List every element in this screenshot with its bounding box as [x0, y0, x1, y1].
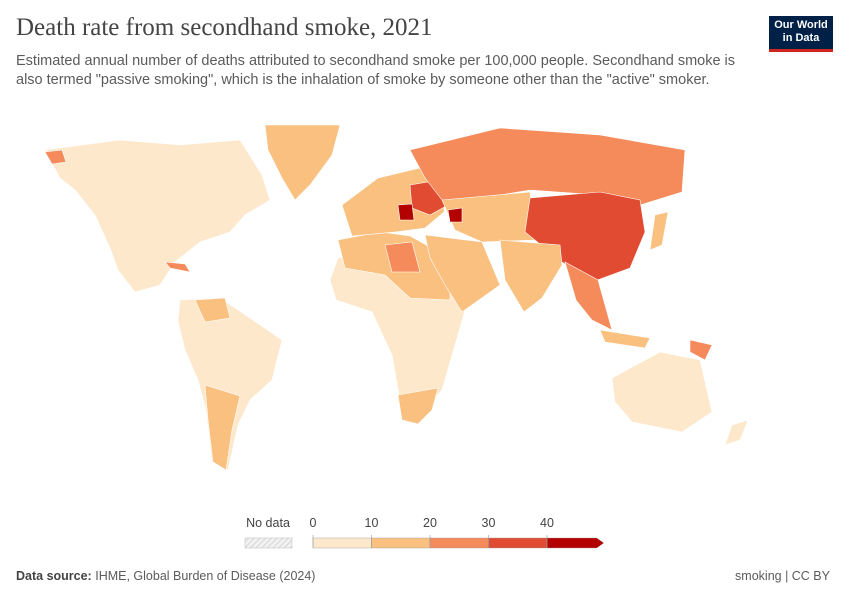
no-data-label: No data [246, 516, 290, 530]
caucasus [447, 207, 463, 223]
no-data-swatch [244, 537, 293, 549]
legend-bin [312, 537, 372, 549]
logo[interactable]: Our World in Data [769, 16, 833, 52]
australia [611, 351, 713, 433]
venezuela [194, 297, 231, 323]
license: smoking | CC BY [735, 569, 830, 583]
south-america [177, 297, 283, 471]
source: IHME, Global Burden of Disease (2024) [95, 569, 316, 583]
indonesia [599, 329, 651, 349]
legend-tick-label: 40 [540, 516, 554, 530]
india [499, 239, 563, 313]
legend-bin [429, 537, 489, 549]
middle-east [424, 234, 501, 313]
argentina [204, 384, 241, 471]
legend-tick-label: 10 [365, 516, 379, 530]
legend-bin [488, 537, 548, 549]
title: Death rate from secondhand smoke, 2021 [16, 14, 433, 41]
footer: Data source: IHME, Global Burden of Dise… [16, 569, 315, 583]
legend-bin [546, 537, 605, 549]
russia [409, 127, 686, 206]
countries [44, 124, 749, 471]
china [524, 191, 646, 283]
new-zealand [724, 419, 749, 446]
legend-tick-label: 30 [482, 516, 496, 530]
balkans [397, 203, 415, 221]
papua-new-guinea [689, 339, 713, 361]
southern-africa [397, 387, 439, 425]
japan [649, 211, 669, 251]
cuba [164, 261, 191, 273]
subtitle: Estimated annual number of deaths attrib… [16, 53, 736, 88]
greenland [264, 124, 341, 201]
legend-tick-label: 20 [423, 516, 437, 530]
alaska [44, 149, 67, 165]
legend-tick-label: 0 [310, 516, 317, 530]
libya [384, 241, 421, 273]
southeast-asia [564, 261, 613, 331]
north-america [44, 139, 271, 293]
legend-bin [371, 537, 431, 549]
source-label: Data source: [16, 569, 92, 583]
